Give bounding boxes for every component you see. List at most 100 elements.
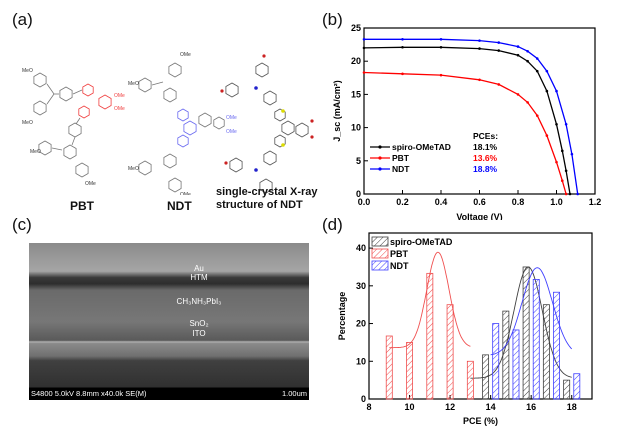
y-tick-label: 0 <box>356 189 361 199</box>
legend-marker <box>378 145 382 149</box>
benzene-ring <box>63 144 77 160</box>
data-point <box>564 122 568 126</box>
data-point <box>560 179 564 183</box>
crystal-ring <box>263 90 277 106</box>
panel-label-d: (d) <box>322 215 343 234</box>
histogram-bar <box>426 272 434 400</box>
data-point <box>545 69 549 73</box>
data-point <box>535 57 539 60</box>
histogram-bar <box>502 310 510 400</box>
histogram-bar <box>466 360 474 400</box>
histogram-bar <box>512 329 520 400</box>
x-tick-label: 0.2 <box>396 197 409 207</box>
y-tick-label: 40 <box>356 243 366 253</box>
bond <box>46 83 55 95</box>
data-point <box>564 192 568 196</box>
layer-label-htm: HTM <box>190 273 208 282</box>
histogram-bar <box>385 335 393 400</box>
oxygen-atom <box>220 89 224 93</box>
x-tick-label: 1.2 <box>589 197 602 207</box>
benzene-ring <box>33 72 47 88</box>
oxygen-atom <box>224 161 228 165</box>
crystal-label-line1: single-crystal X-ray <box>216 186 318 198</box>
legend-label: PBT <box>390 249 409 259</box>
histogram-bar <box>406 342 413 400</box>
bond <box>151 81 164 86</box>
substituent-label: OMe <box>226 129 237 135</box>
panel-label-c: (c) <box>12 215 32 234</box>
benzene-ring <box>163 153 177 169</box>
data-point <box>439 45 443 49</box>
substituent-label: OMe <box>226 115 237 121</box>
pce-value: 13.6% <box>473 153 498 163</box>
y-tick-label: 25 <box>351 23 361 33</box>
panel-label-b: (b) <box>322 10 343 29</box>
benzene-ring <box>38 140 52 156</box>
oxygen-atom <box>310 135 314 139</box>
data-point <box>535 114 539 117</box>
substituent-label: OMe <box>180 192 191 195</box>
data-point <box>570 152 574 156</box>
thiophene-ring <box>82 83 94 97</box>
bond <box>71 136 76 146</box>
x-tick-label: 0.6 <box>473 197 486 207</box>
y-tick-label: 20 <box>351 56 361 66</box>
layer-label-sno2: SnO₂ <box>189 319 209 328</box>
data-point <box>478 78 481 82</box>
benzene-ring <box>198 112 212 128</box>
legend-label: NDT <box>390 261 409 271</box>
histogram-bar <box>522 266 530 400</box>
y-axis-label: Percentage <box>337 292 347 341</box>
benzene-ring <box>168 62 182 78</box>
substituent-label: OMe <box>114 93 125 99</box>
thiophene-ring <box>78 105 90 119</box>
x-tick-label: 12 <box>445 402 455 412</box>
sem-scale: 1.00um <box>281 389 307 398</box>
data-point <box>497 49 501 52</box>
crystal-ring <box>281 120 295 136</box>
thiophene-ring <box>177 108 189 122</box>
data-point <box>568 192 572 196</box>
legend-marker <box>378 167 382 171</box>
x-tick-label: 0.0 <box>358 197 371 207</box>
sem-cross-section-image: Au HTM CH₃NH₃PbI₃ SnO₂ ITO S4800 5.0kV 8… <box>29 243 309 400</box>
benzene-ring <box>138 77 152 93</box>
y-tick-label: 10 <box>356 356 366 366</box>
benzene-ring <box>163 87 177 103</box>
x-axis-label: PCE (%) <box>463 416 498 426</box>
jv-curve-PBT <box>363 71 567 195</box>
data-point <box>555 122 558 126</box>
data-point <box>497 83 501 86</box>
legend-label: PBT <box>392 153 410 163</box>
data-point <box>362 71 366 74</box>
crystal-ring <box>229 157 243 173</box>
thiophene-ring <box>177 134 189 148</box>
substituent-label: MeO <box>30 149 41 155</box>
x-tick-label: 8 <box>366 402 371 412</box>
panel-label-a: (a) <box>12 10 33 29</box>
data-point <box>401 72 404 76</box>
data-point <box>362 37 366 41</box>
oxygen-atom <box>310 119 314 123</box>
sulfur-atom <box>281 109 285 113</box>
data-point <box>564 169 568 173</box>
benzene-ring <box>68 122 82 138</box>
crystal-ring <box>225 82 239 98</box>
legend-label: spiro-OMeTAD <box>390 237 453 247</box>
data-point <box>535 69 539 73</box>
sem-info: S4800 5.0kV 8.8mm x40.0k SE(M) <box>31 389 147 398</box>
benzene-ring <box>183 120 197 136</box>
gaussian-fit <box>490 267 573 356</box>
data-point <box>545 134 549 137</box>
layer-label-au: Au <box>194 264 204 273</box>
y-tick-label: 5 <box>356 156 361 166</box>
substituent-label: MeO <box>128 81 139 87</box>
substituent-label: MeO <box>22 68 33 74</box>
data-point <box>555 89 558 93</box>
data-point <box>516 53 520 57</box>
pce-histogram: 8 10 12 14 16 18 0 10 20 30 40 PCE (%) Percentage spi… <box>337 232 593 426</box>
crystal-ring <box>259 178 273 194</box>
substituent-label: OMe <box>180 52 191 58</box>
x-tick-label: 14 <box>486 402 496 412</box>
